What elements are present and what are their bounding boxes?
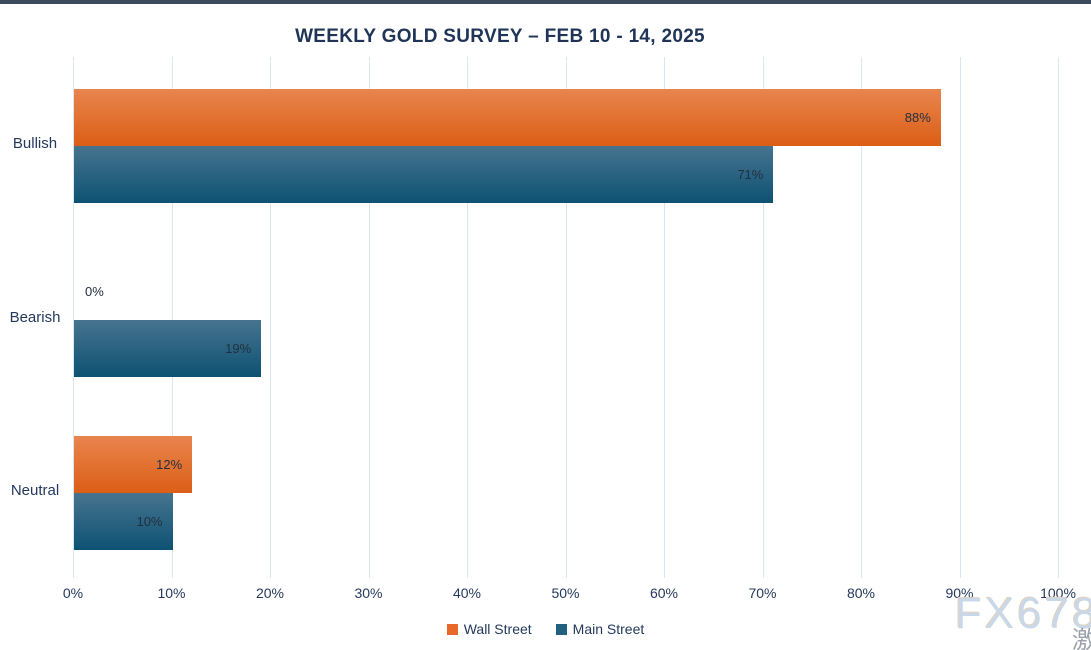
x-tick-label: 10% <box>157 585 186 601</box>
gridline-90% <box>959 57 961 578</box>
gridline-80% <box>861 57 862 578</box>
gridline-70% <box>762 57 764 578</box>
category-label-neutral: Neutral <box>10 482 60 500</box>
x-tick-label: 90% <box>945 585 974 601</box>
value-label: 10% <box>136 514 163 530</box>
x-tick-label: 40% <box>452 585 482 601</box>
legend-swatch-icon <box>446 623 458 635</box>
top-border-strip <box>0 0 1091 4</box>
bar-neutral-main-street <box>74 493 173 551</box>
legend-label: Wall Street <box>463 621 532 637</box>
chart-title: WEEKLY GOLD SURVEY – FEB 10 - 14, 2025 <box>295 26 705 47</box>
gridline-50% <box>565 57 567 578</box>
bar-bearish-main-street <box>74 319 262 377</box>
x-tick-label: 20% <box>255 585 285 601</box>
gridline-0% <box>73 57 74 578</box>
value-label: 88% <box>904 110 931 125</box>
x-tick-label: 100% <box>1040 585 1076 601</box>
legend: Wall Street Main Street <box>0 621 1091 637</box>
gridline-30% <box>368 57 370 578</box>
x-tick-label: 50% <box>551 585 580 601</box>
bar-neutral-wall-street <box>74 436 193 494</box>
legend-item-main-street: Main Street <box>555 621 645 637</box>
value-label: 19% <box>225 340 252 356</box>
x-tick-label: 70% <box>748 585 777 601</box>
category-label-bearish: Bearish <box>9 308 61 326</box>
x-tick-label: 30% <box>354 585 383 601</box>
gridline-20% <box>270 57 271 578</box>
legend-label: Main Street <box>572 621 645 637</box>
gridline-40% <box>467 57 468 578</box>
category-label-bullish: Bullish <box>12 134 58 152</box>
watermark-cjk: 激 <box>1072 627 1091 650</box>
watermark-fx678: FX678 <box>955 589 1091 638</box>
gridline-60% <box>664 57 665 578</box>
legend-swatch-icon <box>555 623 567 635</box>
x-tick-label: 80% <box>846 585 876 601</box>
gridline-10% <box>171 57 173 578</box>
legend-item-wall-street: Wall Street <box>446 621 532 637</box>
x-tick-label: 60% <box>649 585 679 601</box>
bar-bullish-main-street <box>74 146 774 203</box>
gridline-100% <box>1058 57 1059 578</box>
bar-bullish-wall-street <box>74 89 941 146</box>
value-label: 0% <box>85 283 104 299</box>
plot-area: 88% 71% 0% 19% 12% 10% <box>73 57 1059 578</box>
value-label: 71% <box>737 167 764 182</box>
x-tick-label: 0% <box>62 585 84 601</box>
value-label: 12% <box>156 457 183 473</box>
